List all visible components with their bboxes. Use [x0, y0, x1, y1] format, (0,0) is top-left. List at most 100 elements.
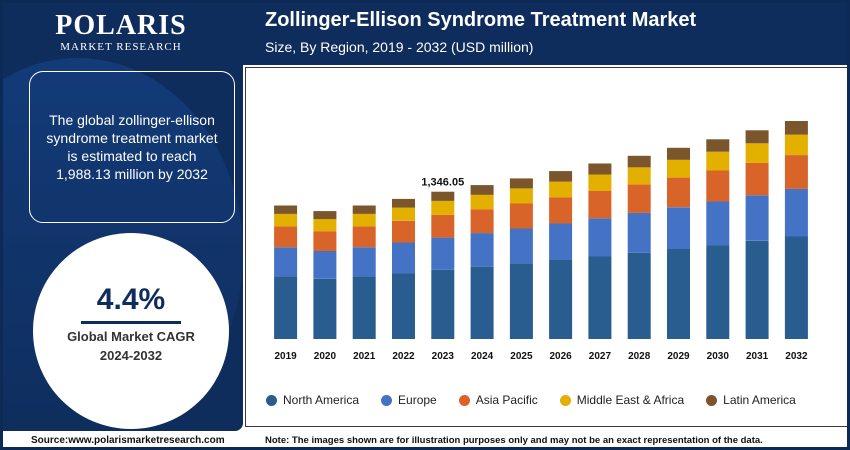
- x-tick-label-2023: 2023: [432, 351, 455, 362]
- legend-swatch-europe: [381, 394, 393, 406]
- bar-segment-2022-latin-america: [392, 198, 415, 208]
- bar-segment-2029-latin-america: [667, 147, 690, 160]
- disclaimer-note: Note: The images shown are for illustrat…: [265, 435, 763, 446]
- chart-legend: North America Europe Asia Pacific Middle Ea…: [266, 393, 796, 407]
- bar-segment-2019-latin-america: [274, 205, 298, 214]
- bar-segment-2023-europe: [431, 237, 455, 270]
- bar-segment-2029-north-america: [667, 249, 690, 339]
- x-tick-label-2024: 2024: [471, 351, 494, 362]
- x-tick-label-2031: 2031: [746, 351, 769, 362]
- stacked-bar-chart: 2019 2020 2021 2022 2023 1,346.05 2024 2025 2026…: [274, 121, 808, 362]
- bar-segment-2027-latin-america: [588, 163, 612, 175]
- chart-title: Zollinger-Ellison Syndrome Treatment Mar…: [265, 9, 697, 31]
- bar-segment-2032-north-america: [784, 236, 808, 339]
- bar-segment-2030-asia-pacific: [706, 170, 730, 202]
- legend-label-north-america: North America: [283, 393, 360, 407]
- x-tick-label-2021: 2021: [353, 351, 376, 362]
- cagr-label: Global Market CAGR 2024-2032: [33, 327, 229, 365]
- bar-stack-2022: [392, 198, 415, 339]
- bar-segment-2022-middle-east-africa: [392, 207, 415, 221]
- legend-item-asia-pacific: Asia Pacific: [458, 393, 538, 407]
- bar-segment-2019-europe: [274, 247, 298, 277]
- cagr-value: 4.4%: [96, 283, 166, 316]
- bar-segment-2028-north-america: [627, 252, 651, 339]
- bar-stack-2031: [745, 130, 769, 339]
- bar-segment-2020-latin-america: [313, 211, 337, 220]
- bar-segment-2025-latin-america: [509, 178, 533, 189]
- logo-name: POLARIS: [55, 10, 187, 41]
- x-tick-label-2026: 2026: [549, 351, 572, 362]
- bar-segment-2023-latin-america: [431, 191, 455, 201]
- summary-box: The global zollinger-ellison syndrome tr…: [29, 71, 235, 223]
- legend-swatch-north-america: [266, 394, 277, 406]
- bar-segment-2027-asia-pacific: [588, 191, 612, 219]
- x-tick-label-2030: 2030: [707, 351, 730, 362]
- bar-stack-2024: [470, 185, 494, 339]
- bar-stack-2023: [431, 191, 455, 339]
- bar-stack-2032: [784, 121, 808, 339]
- bar-segment-2026-middle-east-africa: [549, 181, 573, 198]
- bar-segment-2031-middle-east-africa: [745, 143, 769, 163]
- bar-segment-2032-europe: [784, 188, 808, 237]
- chart-subtitle: Size, By Region, 2019 - 2032 (USD millio…: [265, 39, 534, 55]
- cagr-circle: 4.4% Global Market CAGR 2024-2032: [33, 233, 229, 429]
- legend-item-europe: Europe: [381, 393, 437, 407]
- bar-segment-2019-asia-pacific: [274, 226, 298, 248]
- data-label-2023: 1,346.05: [421, 177, 464, 189]
- x-tick-label-2022: 2022: [392, 351, 415, 362]
- bar-segment-2029-europe: [667, 207, 690, 249]
- bar-segment-2020-middle-east-africa: [313, 219, 337, 232]
- bar-segment-2024-north-america: [470, 266, 494, 339]
- x-tick-label-2025: 2025: [510, 351, 533, 362]
- bar-segment-2023-north-america: [431, 269, 455, 339]
- bar-segment-2025-middle-east-africa: [509, 188, 533, 204]
- legend-swatch-asia-pacific: [458, 394, 470, 406]
- bar-segment-2023-asia-pacific: [431, 214, 455, 238]
- bar-segment-2020-north-america: [313, 278, 337, 339]
- legend-label-middle-east-africa: Middle East & Africa: [576, 393, 685, 407]
- bar-segment-2031-latin-america: [745, 130, 769, 144]
- bar-stack-2030: [706, 139, 730, 339]
- cagr-label-line1: Global Market CAGR: [67, 329, 195, 344]
- bar-segment-2020-europe: [313, 251, 337, 279]
- bar-segment-2024-latin-america: [470, 185, 494, 195]
- bar-stack-2025: [509, 178, 533, 339]
- legend-swatch-middle-east-africa: [559, 394, 571, 406]
- bar-segment-2032-middle-east-africa: [784, 134, 808, 155]
- bar-segment-2029-middle-east-africa: [667, 159, 690, 178]
- chart-panel: 2019 2020 2021 2022 2023 1,346.05 2024 2025 2026…: [245, 67, 847, 427]
- bar-segment-2021-middle-east-africa: [352, 213, 376, 227]
- bar-segment-2026-europe: [549, 223, 573, 260]
- bar-segment-2028-latin-america: [627, 155, 651, 168]
- bar-segment-2019-middle-east-africa: [274, 213, 298, 227]
- bar-segment-2025-asia-pacific: [509, 203, 533, 229]
- bar-segment-2028-asia-pacific: [627, 184, 651, 213]
- cagr-label-line2: 2024-2032: [99, 348, 163, 363]
- x-tick-label-2027: 2027: [589, 351, 612, 362]
- bar-segment-2023-middle-east-africa: [431, 200, 455, 215]
- bar-segment-2021-europe: [352, 247, 376, 277]
- legend-item-north-america: North America: [266, 393, 359, 407]
- bar-segment-2027-middle-east-africa: [588, 174, 612, 191]
- footer: Source:www.polarismarketresearch.com Not…: [3, 431, 847, 447]
- bar-segment-2031-north-america: [745, 240, 769, 339]
- bar-segment-2029-asia-pacific: [667, 177, 690, 208]
- bar-segment-2021-asia-pacific: [352, 226, 376, 248]
- x-tick-label-2029: 2029: [667, 351, 690, 362]
- bar-segment-2024-middle-east-africa: [470, 194, 494, 210]
- x-tick-label-2028: 2028: [628, 351, 651, 362]
- summary-text: The global zollinger-ellison syndrome tr…: [46, 112, 218, 182]
- legend-item-middle-east-africa: Middle East & Africa: [559, 393, 685, 407]
- bar-segment-2022-north-america: [392, 273, 415, 339]
- bar-segment-2030-latin-america: [706, 139, 730, 152]
- legend-label-asia-pacific: Asia Pacific: [475, 393, 538, 407]
- bar-segment-2025-europe: [509, 228, 533, 264]
- bar-stack-2028: [627, 155, 651, 339]
- bar-segment-2026-north-america: [549, 260, 573, 339]
- x-tick-label-2020: 2020: [314, 351, 337, 362]
- bar-segment-2028-europe: [627, 212, 651, 253]
- bar-stack-2027: [588, 163, 612, 339]
- bar-stack-2029: [667, 147, 690, 339]
- x-tick-label-2032: 2032: [785, 351, 808, 362]
